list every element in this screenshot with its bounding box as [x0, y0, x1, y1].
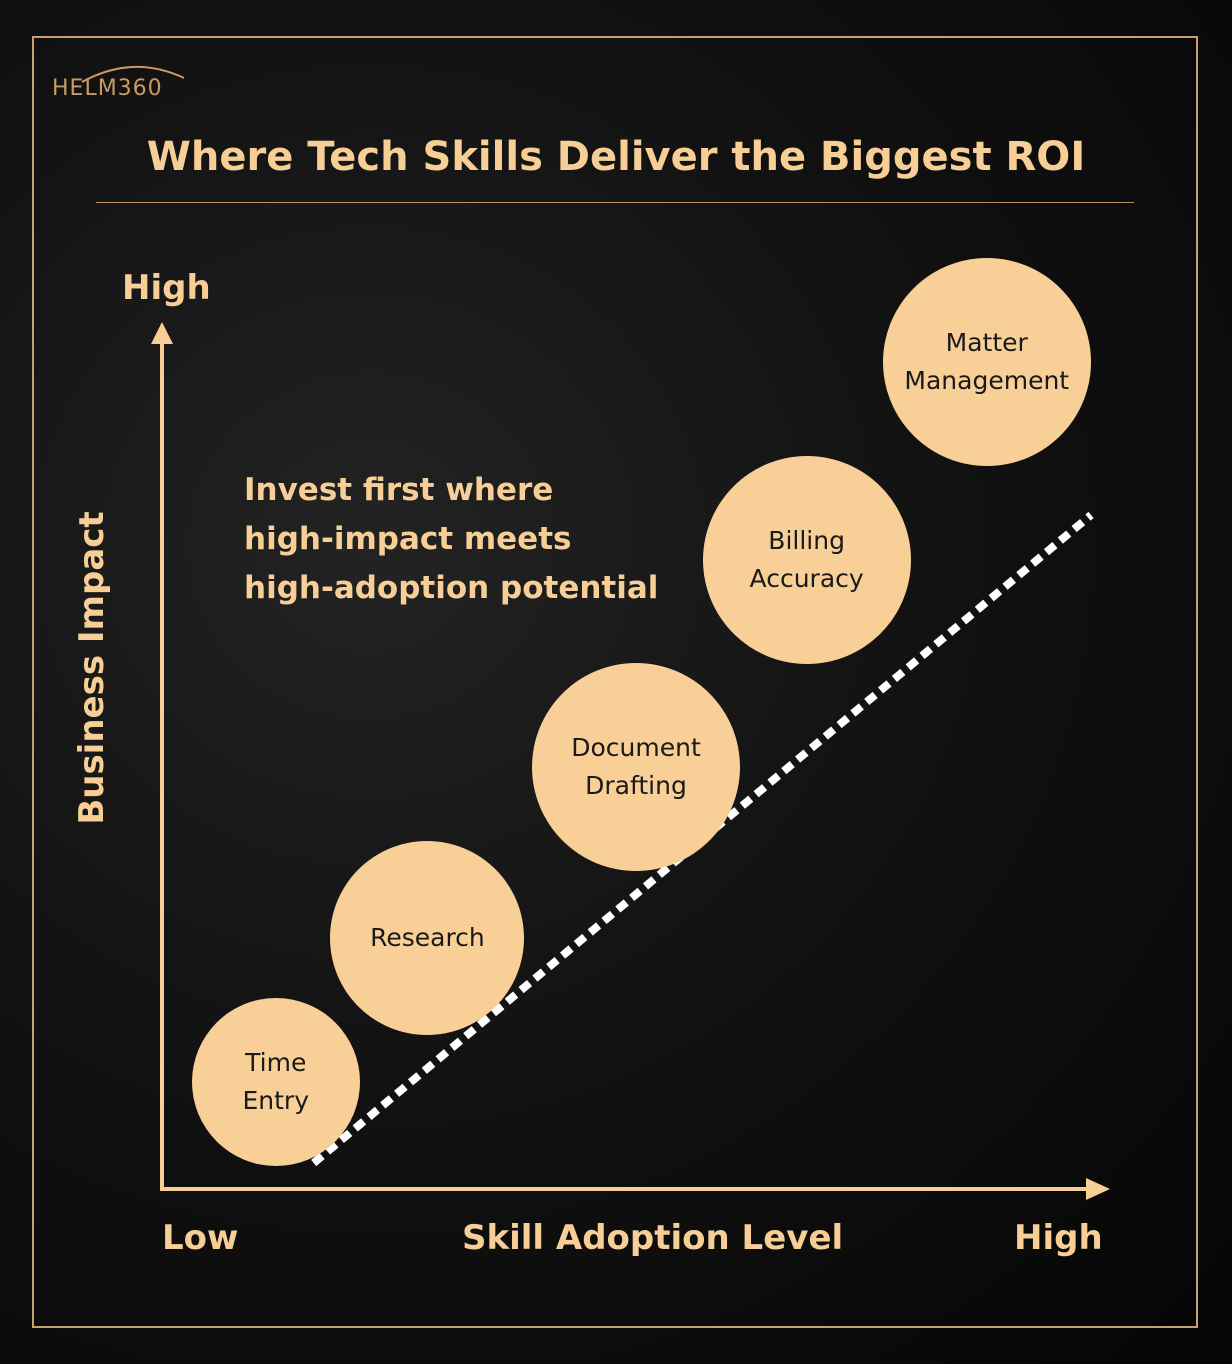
skill-bubble-label: Billing: [768, 526, 845, 555]
title-divider: [96, 202, 1134, 203]
y-axis-arrow-icon: [151, 322, 173, 344]
skill-bubble: Billing Accuracy: [702, 456, 911, 664]
x-axis-high-label: High: [1014, 1218, 1103, 1258]
x-axis-title: Skill Adoption Level: [462, 1218, 844, 1258]
skill-bubble: Time Entry: [191, 998, 360, 1166]
skill-bubble-label: Matter: [945, 328, 1028, 357]
skill-bubble-label: Entry: [242, 1086, 310, 1115]
logo-arc-icon: [81, 65, 185, 83]
skill-bubble-label: Drafting: [585, 771, 687, 800]
callout-text: Invest first where high-impact meets hig…: [244, 466, 664, 613]
skill-bubble: Matter Management: [882, 258, 1091, 466]
callout-line: Invest first where: [244, 472, 554, 508]
skill-bubble-label: Management: [904, 366, 1070, 395]
helm360-logo: HELM360: [52, 76, 163, 101]
y-axis-high-label: High: [122, 268, 211, 308]
y-axis-title: Business Impact: [72, 511, 112, 825]
callout-line: high-adoption potential: [244, 570, 659, 606]
skill-bubble-label: Research: [370, 923, 485, 952]
outer-frame: [32, 36, 1198, 1328]
skill-bubble: Research: [330, 841, 525, 1035]
page-title: Where Tech Skills Deliver the Biggest RO…: [146, 134, 1086, 180]
x-axis-low-label: Low: [162, 1218, 239, 1258]
skill-bubble-label: Time: [245, 1048, 307, 1077]
callout-line: high-impact meets: [244, 521, 572, 557]
skill-bubble-label: Accuracy: [749, 564, 864, 593]
skill-bubble-label: Document: [571, 733, 701, 762]
x-axis-arrow-icon: [1086, 1178, 1110, 1200]
skill-bubble: Document Drafting: [532, 663, 740, 871]
